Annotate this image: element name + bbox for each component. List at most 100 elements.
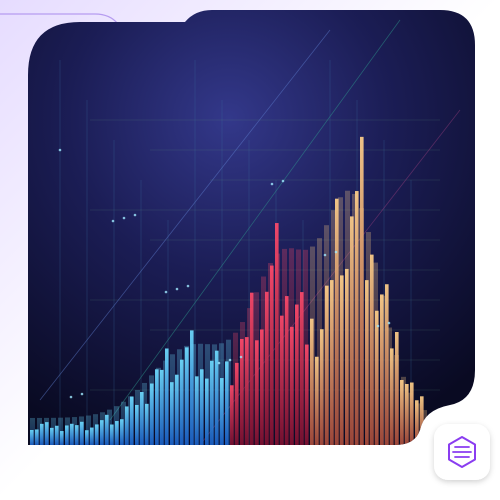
bar <box>165 348 169 445</box>
bar <box>215 350 219 445</box>
bar <box>180 359 184 445</box>
bar <box>135 404 139 445</box>
bar <box>95 424 99 445</box>
bar <box>405 383 409 445</box>
bar <box>395 332 399 445</box>
back-bar <box>177 349 182 445</box>
bar <box>220 378 224 445</box>
bar <box>175 374 179 445</box>
bar <box>260 329 264 445</box>
glow-dot <box>239 355 243 359</box>
diagonal-line <box>109 19 401 421</box>
bar <box>160 369 164 445</box>
bar <box>90 427 94 445</box>
bar <box>295 304 299 445</box>
bar <box>155 369 159 445</box>
glow-dot <box>164 290 168 294</box>
bar <box>50 427 54 445</box>
bar <box>45 422 49 445</box>
glow-dot <box>80 392 84 396</box>
glow-dot <box>334 250 338 254</box>
bar <box>385 284 389 445</box>
bar <box>85 430 89 445</box>
bar <box>375 310 379 445</box>
bar <box>280 315 284 445</box>
glow-dot <box>323 253 327 257</box>
back-bar <box>387 327 392 445</box>
bar <box>115 421 119 445</box>
bar <box>205 378 209 445</box>
bar <box>285 296 289 445</box>
glow-dot <box>69 395 73 399</box>
bar <box>390 348 394 445</box>
bar <box>315 356 319 445</box>
back-bar <box>212 344 217 445</box>
bar <box>75 425 79 445</box>
bar <box>360 136 364 445</box>
bar <box>55 425 59 445</box>
bar <box>80 421 84 445</box>
bar <box>65 425 69 445</box>
diagonal-line <box>39 29 331 401</box>
bar <box>305 344 309 445</box>
bar <box>60 431 64 445</box>
bar <box>330 280 334 445</box>
glow-dot <box>281 179 285 183</box>
glow-dot <box>387 321 391 325</box>
bar <box>365 280 369 445</box>
bar <box>290 326 294 445</box>
bar <box>200 369 204 445</box>
bar <box>130 396 134 445</box>
bar <box>340 275 344 445</box>
back-bar <box>37 417 42 445</box>
back-bar <box>317 238 322 445</box>
back-bar <box>72 417 77 445</box>
bar <box>265 291 269 445</box>
glow-dot <box>58 148 62 152</box>
bar <box>325 285 329 445</box>
bar <box>415 400 419 445</box>
bar <box>235 362 239 445</box>
back-bar <box>247 308 252 445</box>
bar <box>320 329 324 445</box>
bar <box>230 385 234 445</box>
bar <box>335 198 339 445</box>
glow-dot <box>270 182 274 186</box>
glow-dot <box>175 287 179 291</box>
bar <box>120 419 124 445</box>
bar <box>240 338 244 445</box>
bar <box>210 360 214 445</box>
bar <box>70 423 74 445</box>
glow-dot <box>122 216 126 220</box>
glow-dot <box>186 284 190 288</box>
glow-dot <box>228 358 232 362</box>
bar <box>270 265 274 445</box>
back-bar <box>352 193 357 445</box>
bar <box>35 429 39 445</box>
bar <box>275 223 279 445</box>
bar <box>145 403 149 445</box>
bar <box>190 330 194 445</box>
bar <box>150 383 154 445</box>
bar <box>410 382 414 445</box>
bar <box>30 429 34 445</box>
back-bar <box>282 248 287 445</box>
bar-art <box>30 19 461 445</box>
bar <box>245 337 249 445</box>
bar <box>350 216 354 445</box>
bar <box>40 423 44 445</box>
bar <box>100 420 104 445</box>
bar <box>105 414 109 445</box>
bar <box>345 268 349 445</box>
glow-dot <box>376 324 380 328</box>
glow-dot <box>111 219 115 223</box>
back-bar <box>142 382 147 445</box>
bar <box>195 376 199 445</box>
bar <box>400 380 404 445</box>
bar <box>185 347 189 445</box>
bar <box>125 406 129 445</box>
bar <box>310 318 314 445</box>
bar <box>170 382 174 445</box>
